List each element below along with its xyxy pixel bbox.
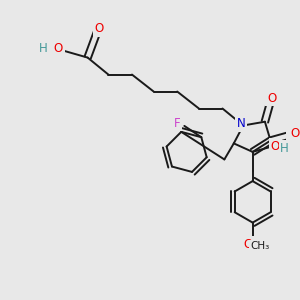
Text: O: O — [271, 140, 280, 153]
Text: N: N — [237, 117, 246, 130]
Text: O: O — [94, 22, 104, 35]
Text: O: O — [267, 92, 276, 105]
Text: O: O — [290, 128, 300, 140]
Text: H: H — [39, 42, 48, 55]
Text: F: F — [173, 117, 180, 130]
Text: O: O — [243, 238, 253, 251]
Text: H: H — [280, 142, 289, 154]
Text: O: O — [54, 42, 63, 55]
Text: CH₃: CH₃ — [250, 241, 270, 251]
